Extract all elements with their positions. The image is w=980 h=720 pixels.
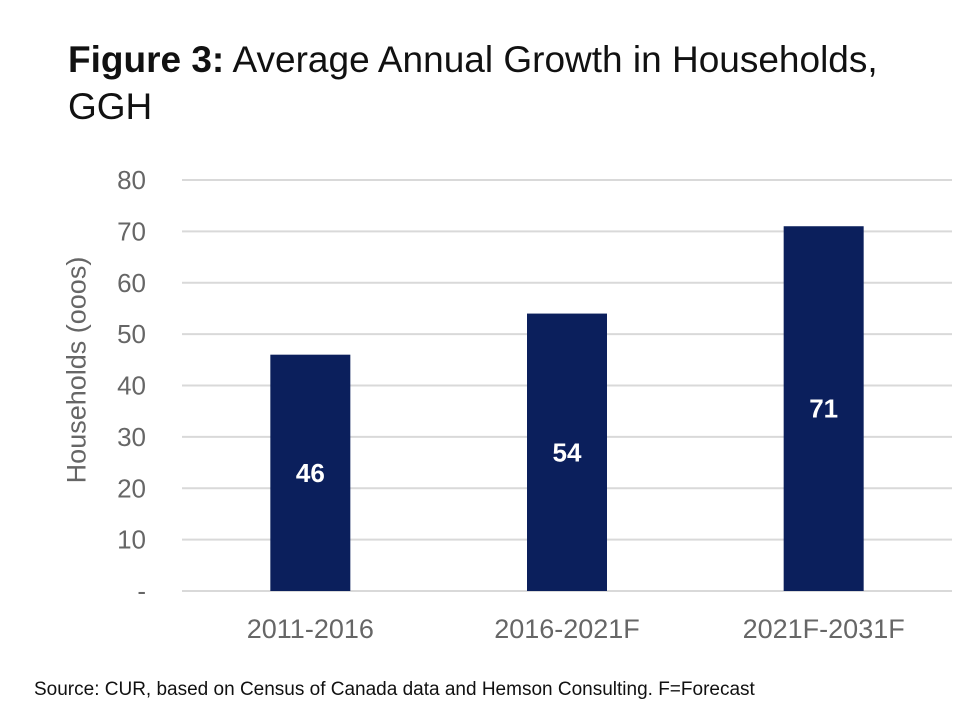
y-tick-label: 10 — [117, 525, 146, 555]
y-tick-label: 70 — [117, 216, 146, 246]
y-tick-label: 60 — [117, 268, 146, 298]
bar — [270, 354, 351, 591]
y-tick-label: 20 — [117, 473, 146, 503]
data-label: 54 — [553, 437, 582, 467]
x-tick-label: 2021F-2031F — [743, 614, 905, 644]
bar — [783, 226, 864, 592]
data-label: 46 — [296, 458, 325, 488]
x-tick-label: 2016-2021F — [494, 614, 640, 644]
y-tick-label: 30 — [117, 422, 146, 452]
figure-title-text: Average Annual Growth in Households, GGH — [68, 39, 878, 127]
source-note: Source: CUR, based on Census of Canada d… — [34, 679, 755, 700]
y-tick-label: - — [137, 576, 146, 606]
x-tick-label: 2011-2016 — [247, 614, 374, 644]
y-tick-label: 80 — [117, 165, 146, 195]
y-tick-label: 40 — [117, 371, 146, 401]
y-tick-label: 50 — [117, 319, 146, 349]
figure-number: Figure 3: — [68, 39, 225, 80]
chart-title: Figure 3: Average Annual Growth in House… — [68, 36, 958, 130]
data-label: 71 — [809, 394, 838, 424]
bar — [527, 313, 607, 591]
